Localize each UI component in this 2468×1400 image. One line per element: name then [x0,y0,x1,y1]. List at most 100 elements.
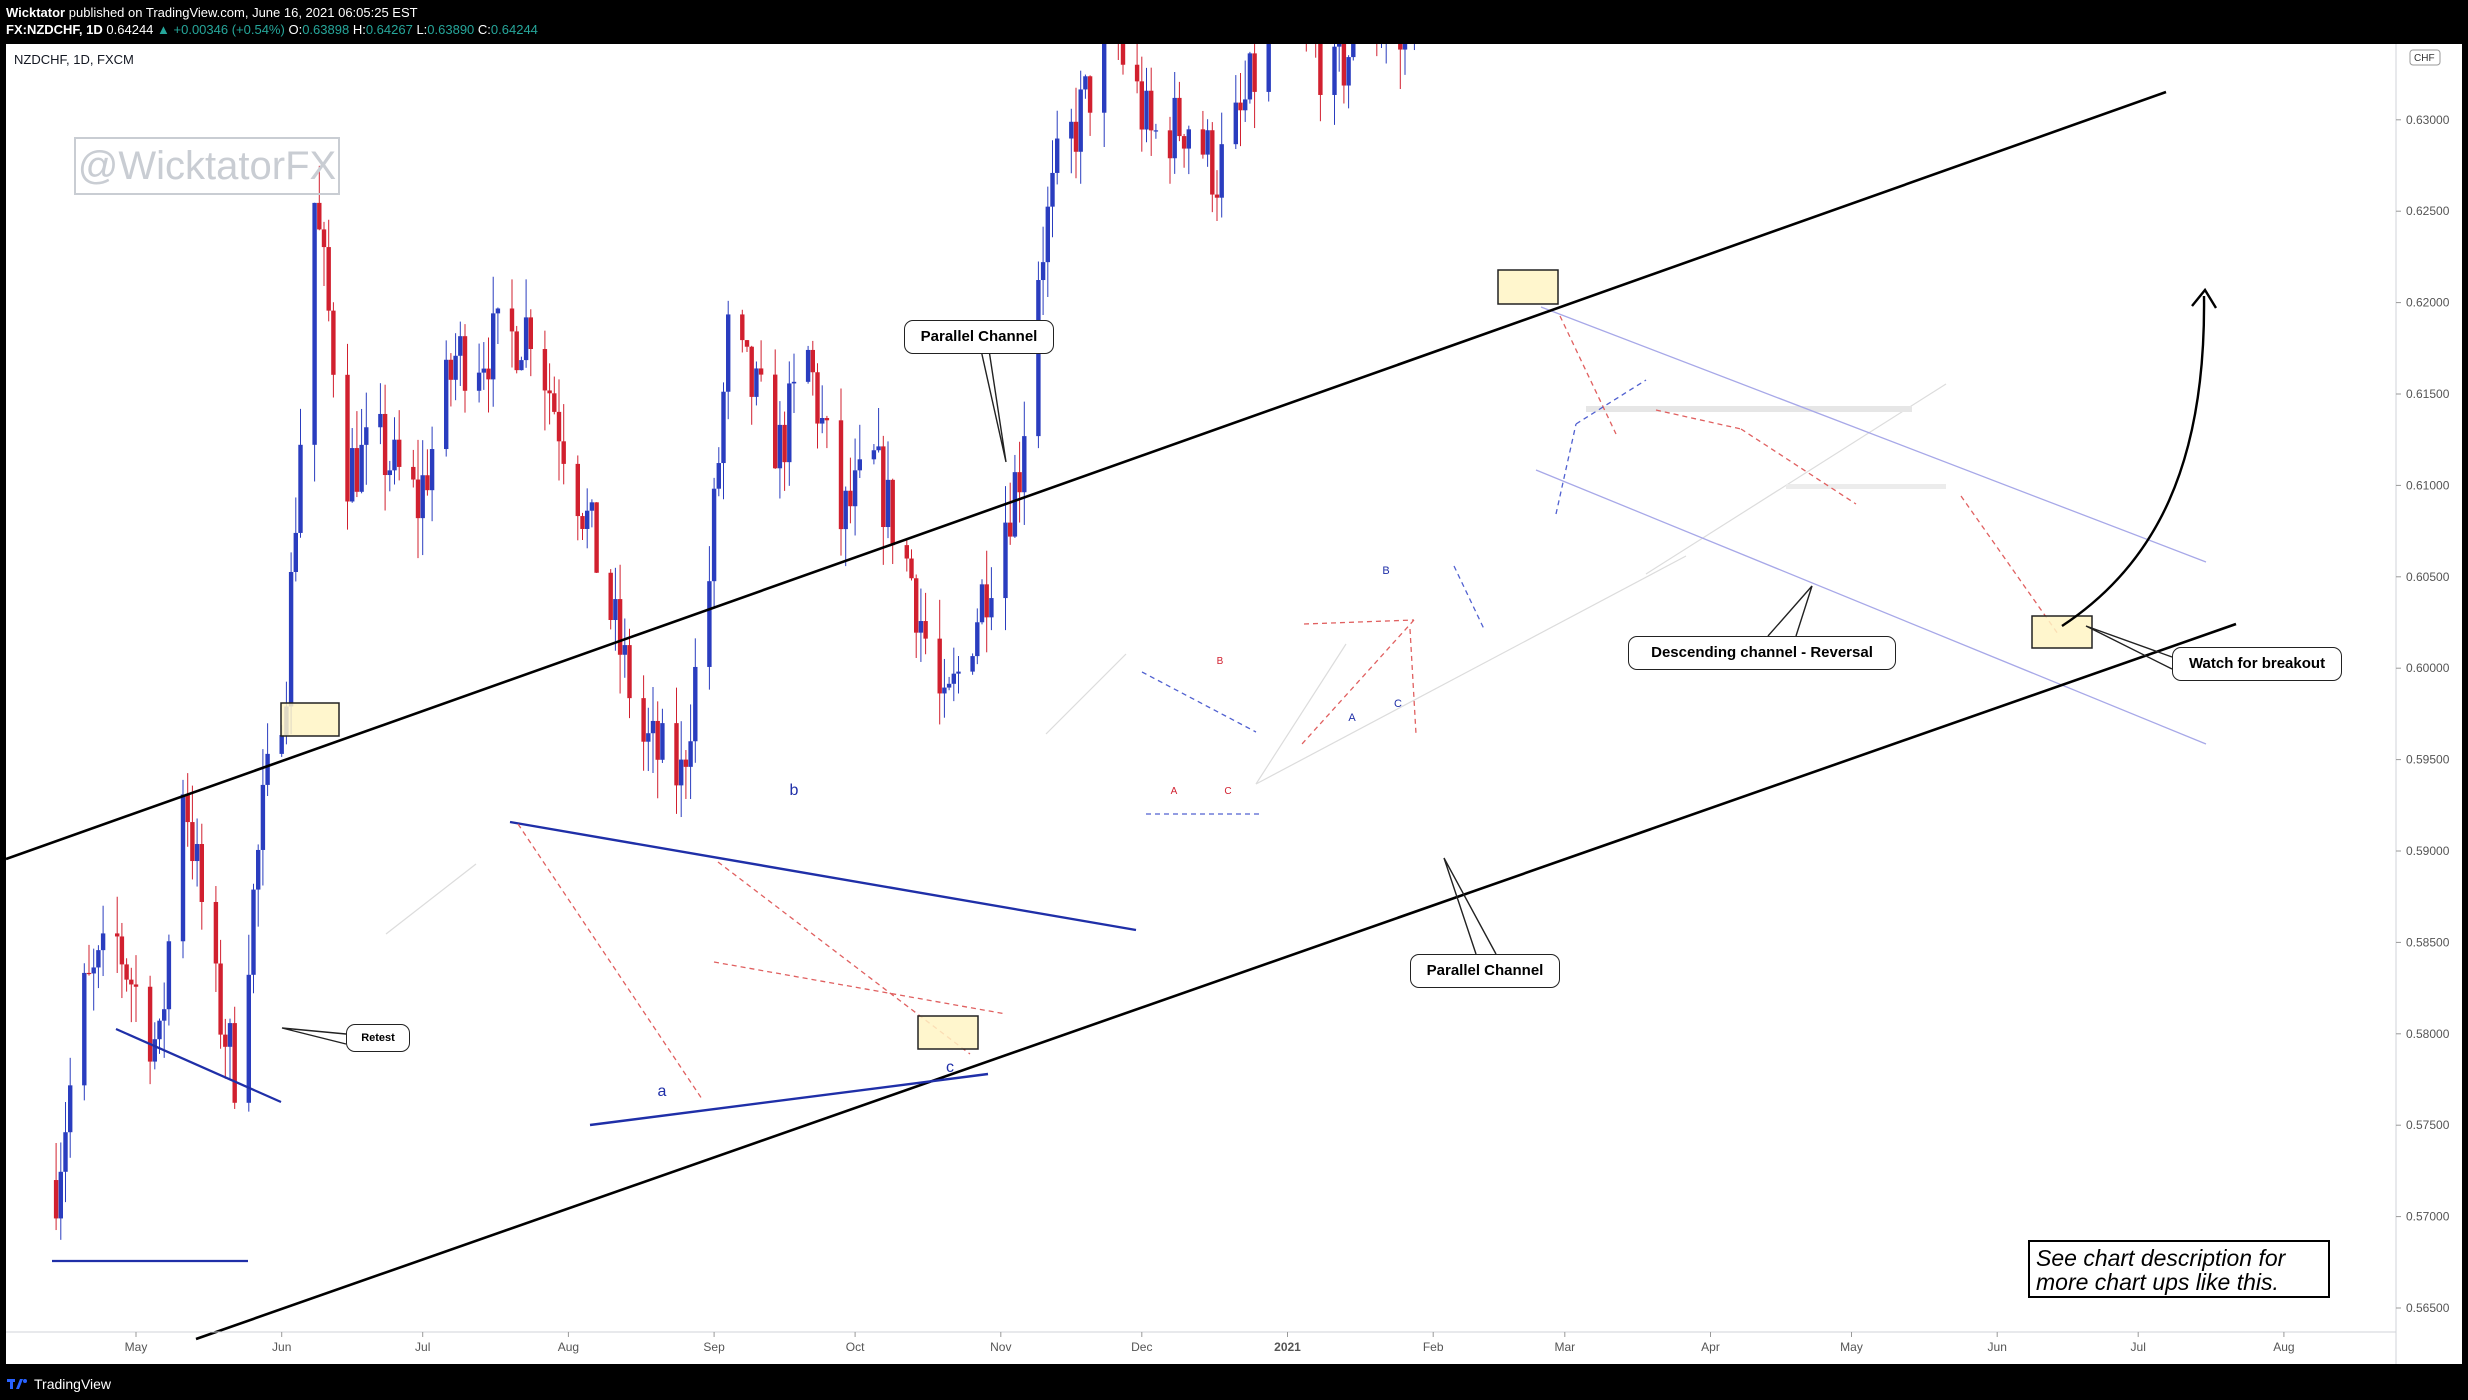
highlight-box-feb-high [1497,269,1559,305]
price-tick-label: 0.61000 [2406,478,2450,492]
candle-body [147,986,153,1062]
candle-body [444,359,449,450]
candle-body [486,368,491,380]
wave-label-C: C [1394,698,1402,710]
candle-body [133,984,139,987]
candle-body [514,331,519,371]
candle-body [547,390,552,394]
publish-header: Wicktator published on TradingView.com, … [0,0,2468,42]
candle-body [1003,522,1008,599]
candle-body [1346,57,1351,86]
high-label: H: [352,22,366,37]
candle-body [509,308,515,332]
triangle-upper-line [509,820,1137,932]
dashed-correction-line-blue [1141,671,1257,733]
candle-body [232,1023,237,1103]
candle-body [1200,129,1206,155]
tradingview-logo-icon[interactable] [6,1376,28,1392]
time-tick-label: Jun [272,1340,291,1354]
callout-parallel-channel-top[interactable]: Parallel Channel [904,320,1054,354]
breakout-arrow [2061,295,2206,628]
price-tick-label: 0.62000 [2406,296,2450,310]
candle-body [157,1020,162,1040]
callout-pointer [1767,585,1813,637]
tradingview-brand[interactable]: TradingView [34,1376,112,1392]
time-tick-label: May [125,1340,148,1354]
candle-body [100,933,106,951]
candle-body [542,349,548,391]
candle-body [1078,89,1083,152]
candle-body [904,545,909,559]
footer-bar: TradingView [0,1368,2468,1400]
ohlc-line: FX:NZDCHF, 1D 0.64244 ▲ +0.00346 (+0.54%… [6,22,538,37]
candle-body [1144,90,1149,130]
dashed-correction-line [1303,619,1415,625]
candle-body [1243,99,1248,111]
candle-body [589,502,595,511]
dashed-correction-line [1559,315,1617,435]
candle-body [359,444,364,492]
callout-descending-channel[interactable]: Descending channel - Reversal [1628,636,1896,670]
wave-label-c: c [946,1059,954,1076]
candle-body [166,941,172,1010]
candle-body [852,470,858,507]
candle-body [481,368,486,373]
candle-body [1134,64,1140,82]
author-name[interactable]: Wicktator [6,5,66,20]
close-value: 0.64244 [490,22,538,37]
candle-body [749,346,754,397]
candle-body [627,645,632,699]
price-tick-label: 0.62500 [2406,204,2450,218]
candle-body [462,336,468,391]
callout-pointer [281,1027,347,1045]
chart-description-note[interactable]: See chart description for more chart ups… [2028,1240,2330,1298]
candle-body [411,466,416,480]
wedge-line [115,1027,282,1104]
chart-symbol-label: NZDCHF, 1D, FXCM [14,52,134,67]
candle-body [881,446,886,528]
candle-body [448,359,454,380]
candle-body [909,558,914,579]
price-tick-label: 0.56500 [2406,1301,2450,1315]
price-tick-label: 0.63000 [2406,113,2450,127]
time-tick-label: Apr [1701,1340,1720,1354]
candle-body [942,687,947,694]
candle-body [824,418,830,421]
candle-body [298,444,303,533]
candle-body [350,448,355,502]
candles-layer [53,44,1415,1240]
candle-body [1022,436,1027,493]
candle-body [918,621,924,633]
callout-retest[interactable]: Retest [346,1024,410,1052]
candle-body [425,475,430,491]
candle-body [646,733,651,742]
callout-parallel-channel-bottom[interactable]: Parallel Channel [1410,954,1560,988]
candle-body [815,372,820,424]
price-tick-label: 0.60500 [2406,570,2450,584]
candle-body [1402,44,1408,50]
candle-body [279,735,284,754]
time-tick-label: Aug [558,1340,579,1354]
candle-body [975,622,980,657]
candle-body [1247,53,1253,100]
publish-info: published on TradingView.com, June 16, 2… [68,5,418,20]
candle-body [1238,102,1243,111]
parallel-channel-bottom [195,622,2237,1341]
candle-body [1186,129,1191,149]
candle-body [1181,136,1187,149]
candle-body [885,479,891,528]
candle-body [622,645,627,655]
faint-trendline [1045,653,1127,735]
candle-body [711,488,717,582]
faint-trendline [1255,643,1347,785]
callout-watch-breakout[interactable]: Watch for breakout [2172,647,2342,681]
candle-body [1036,280,1041,437]
price-axis: 0.63000 0.62500 0.62000 0.61500 0.61000 0.605… [2395,44,2450,1364]
candle-body [124,964,129,980]
time-tick-label: Dec [1131,1340,1152,1354]
highlight-box-oct-low [917,1015,979,1050]
faint-trendline [1645,383,1947,575]
wave-label-A: A [1171,786,1178,797]
